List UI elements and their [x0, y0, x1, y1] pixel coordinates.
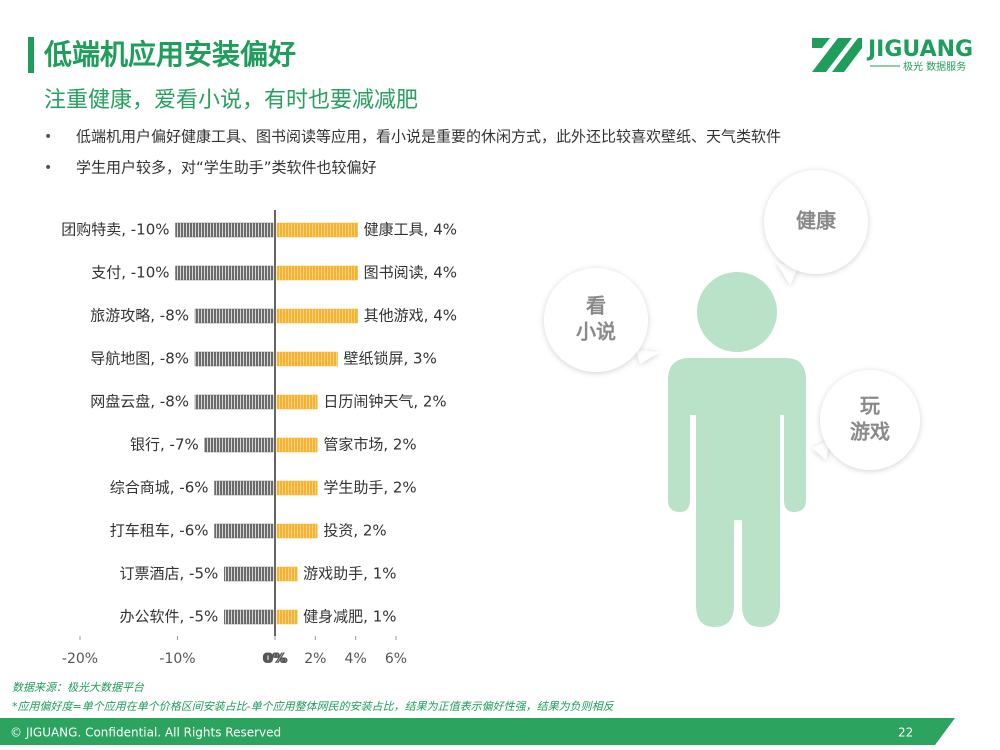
bar-label: 投资, 2% [323, 522, 386, 540]
definition-note: *应用偏好度=单个应用在单个价格区间安装占比-单个应用整体网民的安装占比，结果为… [12, 700, 615, 713]
bar-label: 打车租车, -6% [110, 522, 209, 540]
bubble-tail [812, 440, 830, 460]
bar [276, 308, 358, 324]
bar [214, 480, 274, 496]
bar-label: 游戏助手, 1% [303, 565, 396, 583]
bar [194, 351, 274, 367]
footer-band [0, 718, 955, 745]
bar [276, 222, 358, 238]
x-tick-label: 0% [264, 651, 288, 667]
bar [175, 222, 274, 238]
bar [276, 437, 318, 453]
x-tick-label: 6% [385, 651, 407, 667]
bullet: 学生用户较多，对“学生助手”类软件也较偏好 [76, 159, 377, 177]
bar-label: 团购特卖, -10% [61, 221, 169, 239]
bar-label: 学生助手, 2% [323, 479, 416, 497]
bubble-text: 小说 [576, 320, 616, 344]
footer-copyright: © JIGUANG. Confidential. All Rights Rese… [10, 726, 281, 740]
bar [276, 265, 358, 281]
bar [276, 394, 318, 410]
bar-label: 旅游攻略, -8% [90, 307, 189, 325]
bubble-text: 健康 [796, 209, 837, 233]
bubble-tail [636, 350, 660, 364]
bar-label: 综合商城, -6% [110, 479, 209, 497]
logo: JIGUANG 极光 数据服务 [812, 37, 973, 73]
bar [276, 566, 298, 582]
bar [276, 523, 318, 539]
bar-label: 导航地图, -8% [90, 350, 189, 368]
x-tick-label: 2% [304, 651, 326, 667]
x-tick-label: -20% [62, 651, 98, 667]
bullet-dot: • [44, 129, 52, 145]
bubble-text: 游戏 [850, 420, 890, 444]
bar-label: 壁纸锁屏, 3% [344, 350, 437, 368]
chart: -20% -10% 0% 团购特卖, -10% 支付, -10% 旅游攻略, -8% 导航地… [61, 210, 457, 667]
bar-label: 图书阅读, 4% [364, 264, 457, 282]
bar-label: 办公软件, -5% [120, 608, 219, 626]
bar [194, 308, 274, 324]
bar-label: 其他游戏, 4% [364, 307, 457, 325]
bubble [764, 170, 868, 274]
bar-label: 管家市场, 2% [323, 436, 416, 454]
bar [175, 265, 274, 281]
bar [276, 609, 298, 625]
x-tick-label: 0% [262, 651, 286, 667]
bar-label: 银行, -7% [130, 436, 199, 454]
source-note: 数据来源：极光大数据平台 [12, 681, 145, 694]
bar [276, 480, 318, 496]
bar [224, 566, 274, 582]
bubble-text: 玩 [860, 394, 880, 418]
bar-label: 日历闹钟天气, 2% [323, 393, 446, 411]
bar [214, 523, 274, 539]
subtitle: 注重健康，爱看小说，有时也要减减肥 [44, 88, 418, 113]
logo-name: JIGUANG [866, 37, 973, 62]
bar [204, 437, 274, 453]
person [668, 272, 806, 627]
bar-label: 订票酒店, -5% [120, 565, 219, 583]
person-head [697, 272, 777, 352]
bubble [820, 370, 920, 470]
x-tick-label: -10% [159, 651, 195, 667]
title-bar [28, 37, 34, 73]
bar-label: 支付, -10% [91, 264, 169, 282]
bar [224, 609, 274, 625]
bubble-text: 看 [586, 294, 606, 318]
logo-tagline: 极光 数据服务 [903, 60, 966, 73]
bullet-dot: • [44, 160, 52, 176]
bar-label: 网盘云盘, -8% [90, 393, 189, 411]
bar [194, 394, 274, 410]
page-number: 22 [898, 726, 913, 740]
bubble [544, 268, 648, 372]
logo-mark [812, 38, 862, 72]
bar-label: 健康工具, 4% [364, 221, 457, 239]
bar-label: 健身减肥, 1% [303, 608, 396, 626]
bar [276, 351, 338, 367]
bullet: 低端机用户偏好健康工具、图书阅读等应用，看小说是重要的休闲方式，此外还比较喜欢壁… [76, 128, 781, 146]
x-tick-label: 4% [345, 651, 367, 667]
person-body [668, 358, 806, 627]
title: 低端机应用安装偏好 [43, 38, 296, 71]
